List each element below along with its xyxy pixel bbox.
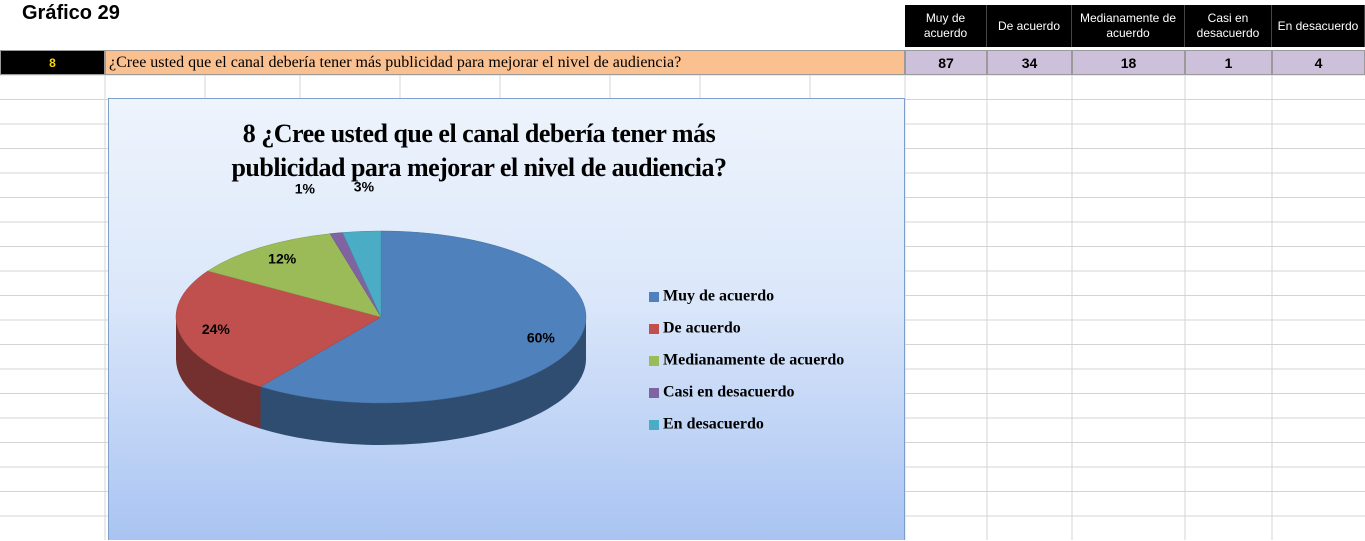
row-number: 8: [0, 50, 105, 75]
legend-label: Casi en desacuerdo: [663, 384, 795, 401]
value-cell: 34: [987, 50, 1072, 75]
column-header: De acuerdo: [987, 5, 1072, 47]
pie-slice: [342, 230, 382, 318]
data-label: 1%: [295, 181, 316, 197]
value-cell: 87: [905, 50, 987, 75]
column-header: Casi en desacuerdo: [1185, 5, 1272, 47]
value-cell: 4: [1272, 50, 1365, 75]
pie-slice: [207, 233, 382, 318]
data-label: 3%: [354, 178, 375, 194]
question: ¿Cree usted que el canal debería tener m…: [105, 50, 905, 75]
column-header: Medianamente de acuerdo: [1072, 5, 1185, 47]
legend-label: Medianamente de acuerdo: [663, 352, 844, 369]
legend-label: En desacuerdo: [663, 416, 764, 433]
pie-side: [176, 317, 261, 429]
heading: Gráfico 29: [22, 2, 120, 24]
column-header: En desacuerdo: [1272, 5, 1365, 47]
data-label: 12%: [268, 251, 297, 267]
legend-swatch: [649, 292, 659, 302]
pie-slice: [259, 230, 587, 404]
legend-label: De acuerdo: [663, 320, 741, 337]
value-cell: 18: [1072, 50, 1185, 75]
chart: 60% 24% 12% 1% 3% Muy de acuerdo De acuerdo Med…: [108, 98, 905, 540]
chart-title: 8 ¿Cree usted que el canal debería tener…: [231, 119, 727, 182]
pie-slice: [175, 270, 382, 387]
value-cell: 1: [1185, 50, 1272, 75]
pie-chart: 60% 24% 12% 1% 3% Muy de acuerdo De acuerdo Med…: [175, 178, 844, 446]
data-label: 24%: [202, 321, 231, 337]
legend-swatch: [649, 324, 659, 334]
legend-swatch: [649, 388, 659, 398]
column-header: Muy de acuerdo: [905, 5, 987, 47]
legend-swatch: [649, 356, 659, 366]
pie-side: [260, 317, 586, 446]
legend-swatch: [649, 420, 659, 430]
legend-label: Muy de acuerdo: [663, 288, 774, 305]
data-label: 60%: [527, 329, 556, 345]
